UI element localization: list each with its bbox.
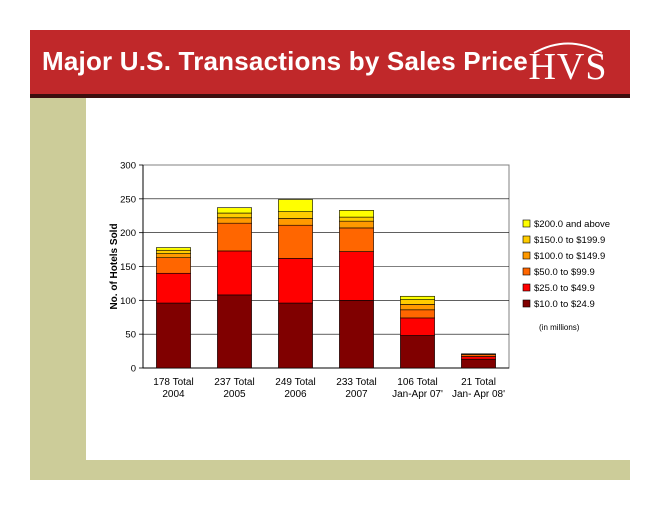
- x-category-label: 106 Total: [397, 377, 437, 388]
- bar-segment: [217, 207, 252, 214]
- bar-segment: [156, 302, 191, 369]
- x-category-label: 249 Total: [275, 377, 315, 388]
- bar-segment: [400, 304, 435, 311]
- bar-segment: [461, 353, 496, 355]
- y-tick-label: 300: [120, 161, 136, 172]
- y-tick-label: 200: [120, 228, 136, 239]
- bar-segment: [217, 217, 252, 224]
- stacked-bar-chart: 0 50 100 150 200 250 300 No. of Hotels Sold 178 …: [109, 161, 610, 401]
- y-tick-label: 0: [131, 364, 136, 375]
- bar-segment: [400, 295, 435, 300]
- y-tick-label: 250: [120, 194, 136, 205]
- bar-segment: [156, 253, 191, 259]
- legend-swatch: [522, 299, 531, 308]
- legend-label: $10.0 to $24.9: [534, 299, 595, 310]
- x-category-label: Jan-Apr 07': [392, 389, 443, 400]
- slide-header: Major U.S. Transactions by Sales Price H…: [30, 30, 630, 94]
- legend-label: $150.0 to $199.9: [534, 235, 605, 246]
- x-category-label: 2007: [345, 389, 368, 400]
- x-category-label: Jan- Apr 08': [452, 389, 505, 400]
- x-category-label: 178 Total: [153, 377, 193, 388]
- sidebar-band: [30, 98, 86, 480]
- bar-segment: [278, 218, 313, 226]
- y-axis-title: No. of Hotels Sold: [109, 223, 120, 309]
- bar-segment: [278, 211, 313, 219]
- legend-swatch: [522, 283, 531, 292]
- legend-swatch: [522, 251, 531, 260]
- y-tick-label: 100: [120, 296, 136, 307]
- slide-title: Major U.S. Transactions by Sales Price: [42, 46, 528, 76]
- y-tick-label: 150: [120, 262, 136, 273]
- legend-swatch: [522, 267, 531, 276]
- legend-label: $200.0 and above: [534, 219, 610, 230]
- bar-segment: [461, 358, 496, 369]
- bar-segment: [156, 257, 191, 274]
- bar-segment: [339, 220, 374, 229]
- bar-segment: [400, 335, 435, 369]
- bar-segment: [339, 300, 374, 369]
- chart-area: 0 50 100 150 200 250 300 No. of Hotels Sold 178 …: [86, 98, 630, 460]
- x-category-label: 21 Total: [461, 377, 496, 388]
- bar-segment: [278, 302, 313, 369]
- bar-segment: [461, 354, 496, 357]
- header-shadow: [30, 94, 630, 98]
- x-category-label: 237 Total: [214, 377, 254, 388]
- bar-segment: [400, 299, 435, 305]
- bar-segment: [339, 216, 374, 222]
- bar-segment: [278, 199, 313, 212]
- bar-segment: [217, 250, 252, 296]
- bar-segment: [156, 247, 191, 251]
- y-tick-label: 50: [125, 330, 136, 341]
- legend-swatch: [522, 235, 531, 244]
- bar-segment: [278, 258, 313, 304]
- chart-note: (in millions): [539, 323, 580, 332]
- hvs-logo: HVS: [520, 36, 616, 88]
- x-category-label: 233 Total: [336, 377, 376, 388]
- legend-label: $50.0 to $99.9: [534, 267, 595, 278]
- legend-label: $25.0 to $49.9: [534, 283, 595, 294]
- x-category-label: 2004: [162, 389, 185, 400]
- legend-label: $100.0 to $149.9: [534, 251, 605, 262]
- bar-segment: [217, 294, 252, 369]
- legend-swatch: [522, 219, 531, 228]
- bar-segment: [400, 317, 435, 336]
- bar-segment: [339, 251, 374, 301]
- x-category-label: 2006: [284, 389, 307, 400]
- bar-segment: [400, 309, 435, 319]
- bar-segment: [156, 249, 191, 254]
- x-category-label: 2005: [223, 389, 246, 400]
- logo-text: HVS: [528, 46, 608, 88]
- logo-arc-icon: [533, 42, 603, 54]
- bar-segment: [339, 210, 374, 218]
- bar-segment: [217, 212, 252, 219]
- bar-segment: [156, 272, 191, 304]
- bar-segment: [461, 356, 496, 360]
- footer-band: [30, 460, 630, 480]
- bar-segment: [339, 227, 374, 252]
- bar-segment: [278, 224, 313, 259]
- bar-segment: [217, 222, 252, 252]
